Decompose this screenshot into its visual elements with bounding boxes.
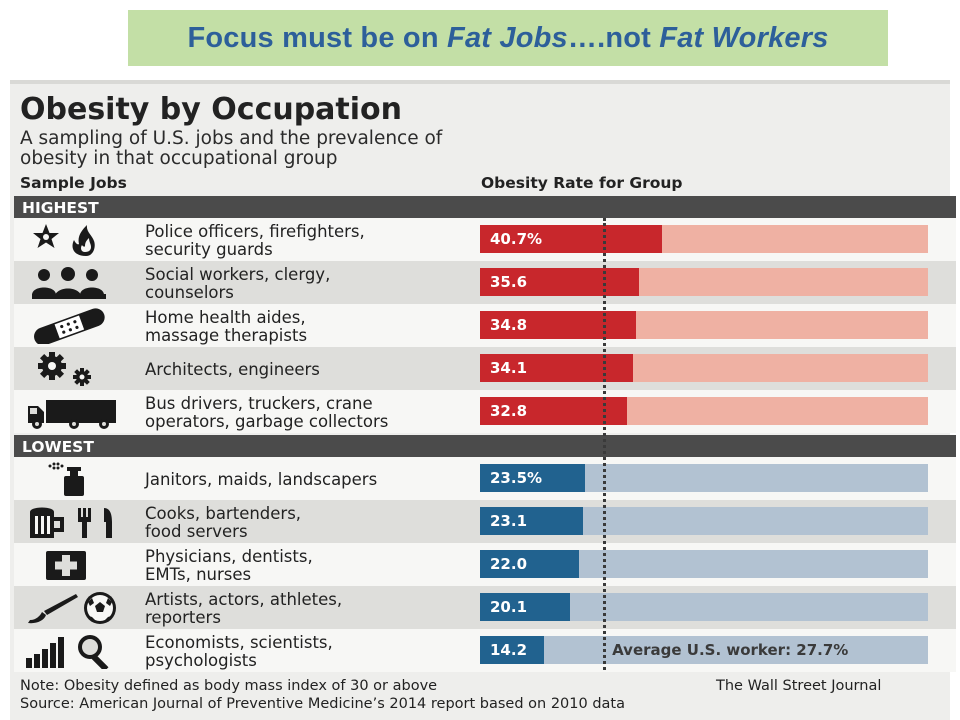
data-label: 23.5% xyxy=(490,469,543,487)
data-label: 14.2 xyxy=(490,641,528,659)
bar-22 xyxy=(480,550,579,578)
headline-part-3: ….not xyxy=(567,21,660,54)
footnote: Note: Obesity defined as body mass index… xyxy=(20,678,438,694)
group-header-lowest: LOWEST xyxy=(14,435,956,459)
column-header-rate: Obesity Rate for Group xyxy=(481,174,683,192)
data-label: 40.7% xyxy=(490,230,543,248)
data-label: 34.1 xyxy=(490,359,528,377)
headline-part-1: Focus must be on xyxy=(187,21,448,54)
headline-text: Focus must be on Fat Jobs….not Fat Worke… xyxy=(187,22,828,55)
headline-emphasis-fat-workers: Fat Workers xyxy=(659,21,829,54)
bar-34-1 xyxy=(480,354,633,382)
job-label: Janitors, maids, landscapers xyxy=(145,469,475,489)
brush-ball-icon xyxy=(24,590,128,626)
truck-icon xyxy=(24,394,128,430)
headline-banner: Focus must be on Fat Jobs….not Fat Worke… xyxy=(128,10,888,66)
gears-icon xyxy=(24,351,128,387)
bar-track xyxy=(480,636,928,664)
job-label-line: Bus drivers, truckers, crane xyxy=(145,393,373,413)
chart-title: Obesity by Occupation xyxy=(20,92,403,127)
job-label-line: food servers xyxy=(145,521,248,541)
data-label: 35.6 xyxy=(490,273,528,291)
job-label-line: security guards xyxy=(145,239,273,259)
job-label-line: Cooks, bartenders, xyxy=(145,503,302,523)
job-label-line: operators, garbage collectors xyxy=(145,411,389,431)
bar-34-8 xyxy=(480,311,636,339)
headline-emphasis-fat-jobs: Fat Jobs xyxy=(447,21,568,54)
job-label: Cooks, bartenders, food servers xyxy=(145,503,475,541)
job-label-line: reporters xyxy=(145,607,221,627)
job-label: Architects, engineers xyxy=(145,359,475,379)
job-label: Social workers, clergy, counselors xyxy=(145,264,475,302)
bar-14-2 xyxy=(480,636,544,664)
bandage-icon xyxy=(24,308,128,346)
bar-20-1 xyxy=(480,593,570,621)
job-label-line: Police officers, firefighters, xyxy=(145,221,365,241)
panel-top-rule xyxy=(10,80,950,84)
job-label-line: Physicians, dentists, xyxy=(145,546,313,566)
medical-cross-icon xyxy=(24,547,128,583)
bar-23-1 xyxy=(480,507,583,535)
data-label: 20.1 xyxy=(490,598,528,616)
publisher-credit: The Wall Street Journal xyxy=(716,678,882,694)
bar-23-5 xyxy=(480,464,585,492)
source-note: Source: American Journal of Preventive M… xyxy=(20,696,625,712)
bar-40-7 xyxy=(480,225,662,253)
job-label-line: EMTs, nurses xyxy=(145,564,252,584)
job-label-line: Architects, engineers xyxy=(145,359,320,379)
job-label-line: Economists, scientists, xyxy=(145,632,333,652)
job-label: Bus drivers, truckers, crane operators, g… xyxy=(145,393,475,431)
job-label: Police officers, firefighters, security g… xyxy=(145,221,475,259)
job-label: Economists, scientists, psychologists xyxy=(145,632,475,670)
data-label: 23.1 xyxy=(490,512,528,530)
job-label-line: massage therapists xyxy=(145,325,308,345)
job-label: Home health aides, massage therapists xyxy=(145,307,475,345)
data-label: 32.8 xyxy=(490,402,528,420)
badge-flame-icon xyxy=(24,222,128,258)
chart-subtitle-line-2: obesity in that occupational group xyxy=(20,148,338,169)
average-reference-line xyxy=(602,218,606,670)
people-icon xyxy=(24,265,128,301)
spray-bottle-icon xyxy=(24,461,128,497)
job-label-line: Artists, actors, athletes, xyxy=(145,589,343,609)
bar-35-6 xyxy=(480,268,639,296)
average-reference-label: Average U.S. worker: 27.7% xyxy=(612,641,849,659)
chart-magnifier-icon xyxy=(24,633,128,672)
column-header-jobs: Sample Jobs xyxy=(20,174,127,192)
beer-mug-utensils-icon xyxy=(24,504,128,540)
job-label-line: counselors xyxy=(145,282,234,302)
job-label: Physicians, dentists, EMTs, nurses xyxy=(145,546,475,584)
data-label: 22.0 xyxy=(490,555,528,573)
group-header-highest: HIGHEST xyxy=(14,196,956,220)
chart-subtitle-line-1: A sampling of U.S. jobs and the prevalen… xyxy=(20,128,443,149)
job-label-line: Social workers, clergy, xyxy=(145,264,331,284)
bar-32-8 xyxy=(480,397,627,425)
job-label-line: Home health aides, xyxy=(145,307,306,327)
job-label-line: Janitors, maids, landscapers xyxy=(145,469,378,489)
data-label: 34.8 xyxy=(490,316,528,334)
job-label-line: psychologists xyxy=(145,650,257,670)
job-label: Artists, actors, athletes, reporters xyxy=(145,589,475,627)
